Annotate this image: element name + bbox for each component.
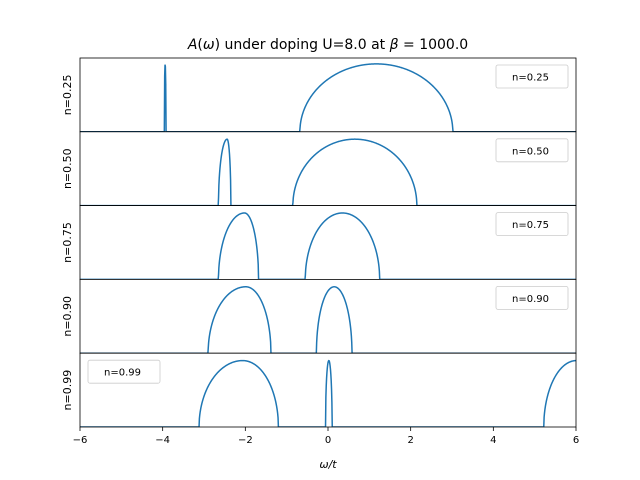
legend-box: [87, 359, 161, 384]
panel-background: [80, 58, 576, 132]
x-axis-label-rest: /t: [328, 458, 338, 471]
legend-3: n=0.75: [495, 212, 569, 237]
legend-label: n=0.90: [512, 294, 549, 305]
y-axis-label-1: n=0.25: [61, 75, 74, 116]
x-tick-label: 2: [407, 435, 413, 446]
panel-2: n=0.50 n=0.50: [61, 131, 577, 207]
legend-label: n=0.75: [512, 220, 549, 231]
panel-5: n=0.99 n=0.99: [61, 352, 577, 428]
x-axis-label: ω/t: [319, 458, 337, 471]
legend-box: [495, 212, 569, 237]
panels: n=0.25 n=0.25n=0.50 n=0.50n=0.75 n=0.75n=0.…: [61, 57, 577, 428]
x-tick-label: −6: [73, 435, 88, 446]
chart-title-middle: under doping U=8.0 at: [220, 37, 390, 53]
y-axis-label-5: n=0.99: [61, 370, 74, 411]
x-axis-label-omega: ω: [319, 458, 328, 471]
chart-title-paren-open: (: [197, 37, 202, 53]
x-tick-label: 0: [325, 435, 331, 446]
y-axis-label-3: n=0.75: [61, 222, 74, 263]
chart-title-a: A: [187, 37, 198, 53]
y-axis-label-4: n=0.90: [61, 296, 74, 337]
y-axis-label-2: n=0.50: [61, 148, 74, 189]
chart-title-beta: β: [389, 37, 399, 53]
legend-label: n=0.25: [512, 73, 549, 84]
legend-box: [495, 285, 569, 310]
legend-label: n=0.99: [104, 368, 141, 379]
chart-title-omega: ω: [203, 37, 215, 53]
chart-title-paren-close: ): [215, 37, 220, 53]
x-tick-label: −2: [238, 435, 253, 446]
panel-3: n=0.75 n=0.75: [61, 205, 577, 280]
series-line-4: [80, 286, 576, 354]
legend-box: [495, 64, 569, 89]
legend-4: n=0.90: [495, 285, 569, 310]
chart-title-end: = 1000.0: [399, 37, 469, 53]
x-tick-label: −4: [155, 435, 170, 446]
x-tick-label: 4: [490, 435, 496, 446]
chart-title: A(ω) under doping U=8.0 at β = 1000.0: [187, 37, 468, 53]
legend-1: n=0.25: [495, 64, 569, 89]
legend-label: n=0.50: [512, 146, 549, 157]
legend-box: [495, 138, 569, 163]
legend-5: n=0.99: [87, 359, 161, 384]
legend-2: n=0.50: [495, 138, 569, 163]
x-tick-label: 6: [573, 435, 579, 446]
panel-1: n=0.25 n=0.25: [61, 57, 577, 133]
x-axis: −6 −4 −2 0 2 4 6: [73, 427, 579, 446]
panel-background: [80, 131, 576, 206]
panel-4: n=0.90 n=0.90: [61, 278, 577, 354]
